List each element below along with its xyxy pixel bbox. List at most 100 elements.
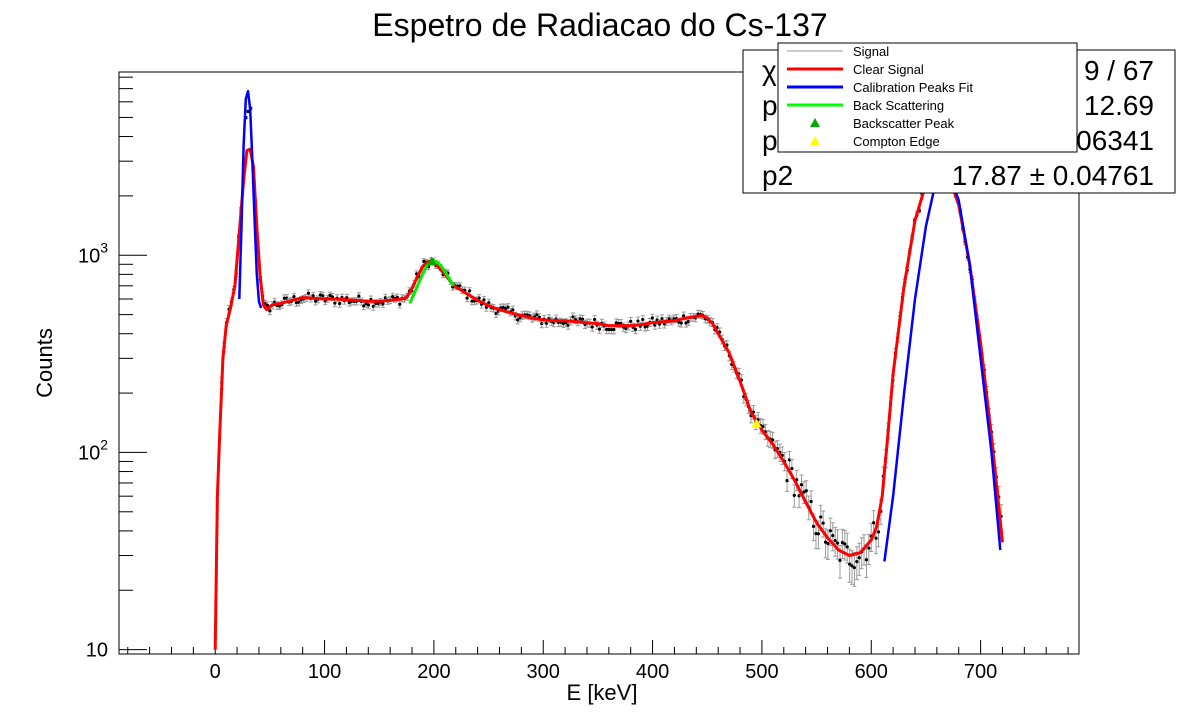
legend-label: Backscatter Peak [853, 116, 955, 131]
signal-point [830, 522, 835, 552]
stats-param-name: p2 [762, 160, 793, 191]
signal-dot [381, 302, 385, 306]
signal-point [857, 542, 862, 576]
stats-param-name: p [762, 90, 778, 121]
signal-point [828, 517, 833, 546]
signal-dot [593, 317, 597, 322]
signal-dot [268, 309, 272, 313]
signal-point [840, 528, 845, 560]
signal-dot [465, 296, 469, 300]
signal-dot [357, 294, 361, 298]
signal-point [785, 470, 790, 492]
signal-point [842, 530, 847, 561]
signal-dot [422, 259, 426, 263]
x-tick-label: 100 [308, 661, 341, 683]
signal-point [835, 529, 840, 560]
legend-label: Clear Signal [853, 62, 924, 77]
signal-dot [338, 301, 342, 306]
signal-point [628, 316, 633, 326]
signal-dot [318, 293, 323, 297]
signal-dot [645, 324, 650, 328]
signal-point [833, 526, 838, 557]
signal-dot [826, 541, 830, 546]
signal-dot [799, 483, 804, 487]
clear-signal-curve [213, 147, 1004, 650]
signal-dot [467, 289, 472, 293]
peak-markers [426, 256, 762, 428]
stats-param-value: 17.87 ± 0.04761 [952, 160, 1154, 191]
legend-item: Back Scattering [787, 98, 944, 113]
signal-dot [306, 291, 310, 295]
signal-dot [852, 566, 857, 570]
legend-item: Backscatter Peak [810, 116, 955, 131]
legend-item: Calibration Peaks Fit [787, 80, 973, 95]
signal-dot [561, 321, 565, 326]
signal-dot [578, 317, 582, 321]
signal-dot [785, 479, 789, 483]
chart-title: Espetro de Radiacao do Cs-137 [372, 7, 827, 43]
x-axis: 0 100 200 300 400 500 600 700 [127, 640, 1069, 683]
signal-dot [609, 327, 614, 332]
signal-dot [366, 303, 371, 307]
signal-dot [390, 295, 395, 299]
signal-dot [848, 562, 852, 566]
signal-dot [362, 304, 366, 308]
plot-frame [118, 71, 1080, 655]
legend: Signal Clear Signal Calibration Peaks Fit B… [777, 42, 1078, 153]
signal-dot [792, 493, 796, 497]
x-tick-label: 700 [964, 661, 997, 683]
compton-edge-marker [751, 418, 762, 428]
stats-param-value: 9 / 67 [1084, 55, 1154, 86]
signal-dot [347, 300, 351, 305]
x-tick-label: 0 [210, 661, 221, 683]
signal-dot [802, 490, 806, 494]
signal-dot [311, 294, 315, 298]
signal-point [306, 289, 311, 298]
legend-label: Compton Edge [853, 134, 940, 149]
signal-dot [835, 541, 840, 545]
signal-dot [809, 499, 813, 504]
signal-dot [655, 318, 659, 322]
signal-point [684, 318, 689, 328]
signal-dot [828, 529, 832, 533]
signal-point [518, 313, 523, 323]
signal-dot [540, 321, 544, 326]
signal-dot [607, 327, 611, 332]
signal-dot [597, 327, 602, 331]
signal-dot [518, 316, 522, 320]
signal-dot [292, 295, 296, 299]
signal-dot [294, 301, 298, 305]
signal-dot [590, 325, 594, 329]
signal-dot [843, 542, 847, 546]
signal-point [356, 292, 361, 301]
x-tick-label: 300 [527, 661, 560, 683]
signal-dot [511, 308, 515, 312]
stats-param-value: 12.69 [1084, 90, 1154, 121]
legend-item: Compton Edge [810, 134, 940, 149]
signal-dot [494, 311, 498, 316]
signal-dot [641, 317, 645, 322]
signal-dot [501, 305, 505, 310]
signal-dot [321, 294, 325, 298]
x-tick-label: 500 [745, 661, 778, 683]
signal-point [361, 301, 366, 311]
signal-dot [624, 326, 628, 331]
signal-dot [833, 538, 837, 543]
signal-dot [633, 327, 638, 331]
signal-dot [876, 530, 881, 534]
y-axis: 10 102 103 [78, 76, 147, 662]
y-tick-label: 10 [86, 640, 108, 662]
legend-frame [777, 42, 1078, 153]
signal-dot [364, 302, 368, 306]
signal-point [590, 322, 595, 332]
signal-dot [819, 515, 823, 519]
calibration-peak-fit-1 [238, 89, 263, 309]
signal-point [866, 533, 871, 566]
signal-dot [605, 327, 609, 332]
x-tick-label: 400 [636, 661, 669, 683]
stats-param-value: 06341 [1076, 125, 1154, 156]
signal-dot [629, 319, 633, 323]
signal-point [864, 544, 869, 579]
signal-dot [328, 293, 332, 298]
signal-dot [398, 302, 402, 306]
